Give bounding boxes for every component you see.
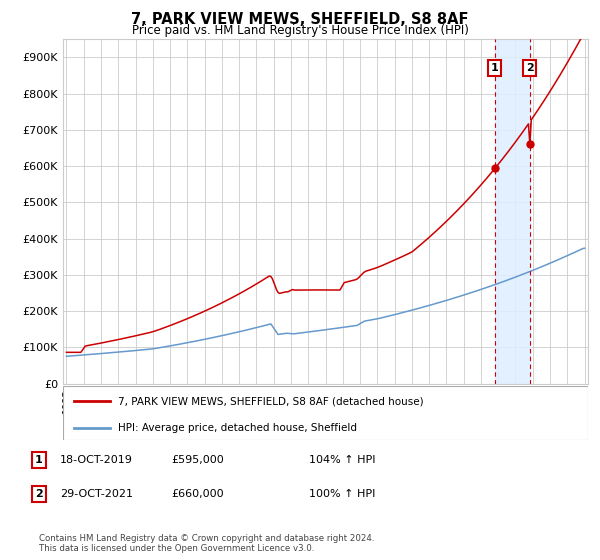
Text: 2: 2 bbox=[35, 489, 43, 499]
Text: Price paid vs. HM Land Registry's House Price Index (HPI): Price paid vs. HM Land Registry's House … bbox=[131, 24, 469, 36]
Text: HPI: Average price, detached house, Sheffield: HPI: Average price, detached house, Shef… bbox=[118, 423, 357, 433]
Text: 1: 1 bbox=[491, 63, 499, 73]
Text: 2: 2 bbox=[526, 63, 533, 73]
FancyBboxPatch shape bbox=[63, 386, 588, 440]
Text: £595,000: £595,000 bbox=[171, 455, 224, 465]
Text: 29-OCT-2021: 29-OCT-2021 bbox=[60, 489, 133, 499]
Text: 104% ↑ HPI: 104% ↑ HPI bbox=[309, 455, 376, 465]
Bar bbox=[495, 39, 530, 384]
Text: 7, PARK VIEW MEWS, SHEFFIELD, S8 8AF: 7, PARK VIEW MEWS, SHEFFIELD, S8 8AF bbox=[131, 12, 469, 27]
Text: £660,000: £660,000 bbox=[171, 489, 224, 499]
Text: 1: 1 bbox=[35, 455, 43, 465]
Text: 7, PARK VIEW MEWS, SHEFFIELD, S8 8AF (detached house): 7, PARK VIEW MEWS, SHEFFIELD, S8 8AF (de… bbox=[118, 396, 424, 407]
Text: 18-OCT-2019: 18-OCT-2019 bbox=[60, 455, 133, 465]
Text: Contains HM Land Registry data © Crown copyright and database right 2024.
This d: Contains HM Land Registry data © Crown c… bbox=[39, 534, 374, 553]
Text: 100% ↑ HPI: 100% ↑ HPI bbox=[309, 489, 376, 499]
